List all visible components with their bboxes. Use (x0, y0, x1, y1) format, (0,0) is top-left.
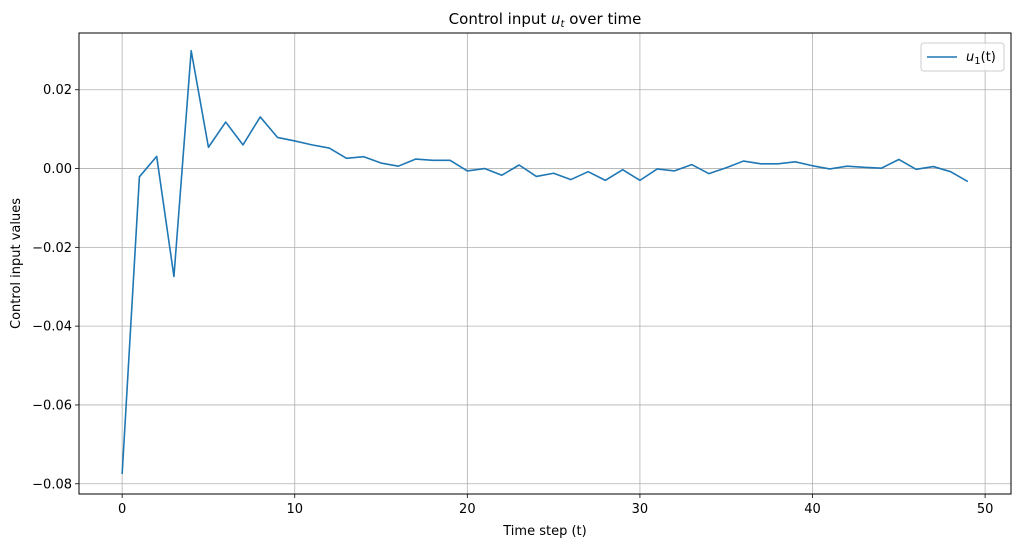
legend-box (920, 42, 1005, 72)
series-line-u1 (121, 49, 969, 474)
y-tick-label: −0.02 (32, 241, 72, 256)
legend-label-variable: u (966, 50, 974, 65)
chart-title-rest: over time (564, 10, 641, 28)
x-tick-label: 20 (459, 502, 476, 517)
y-tick-label: −0.06 (32, 398, 72, 413)
legend-label-rest: (t) (981, 50, 996, 65)
legend: u1(t) (920, 42, 1005, 72)
chart-title-main: Control input (449, 10, 551, 28)
plot-area-frame (78, 32, 1012, 495)
chart-title: Control input ut over time (449, 10, 642, 30)
chart-title-subscript: t (561, 19, 566, 30)
x-axis-label: Time step (t) (502, 524, 586, 539)
legend-label-subscript: 1 (974, 56, 980, 67)
y-tick-label: 0.00 (43, 162, 72, 177)
x-tick-label: 10 (286, 502, 303, 517)
legend-label-u1: u1(t) (966, 50, 996, 67)
y-axis-label: Control input values (9, 198, 24, 329)
x-tick-label: 50 (977, 502, 994, 517)
x-tick-label: 40 (804, 502, 821, 517)
y-tick-label: −0.08 (32, 477, 72, 492)
y-tick-label: 0.02 (43, 83, 72, 98)
ticks: 0 10 20 30 40 50 −0.08 −0.06 −0.04 −0.02 0.00 0.02 (32, 83, 993, 517)
series-layer (121, 49, 969, 474)
y-tick-label: −0.04 (32, 320, 72, 335)
x-tick-label: 30 (632, 502, 649, 517)
x-tick-label: 0 (118, 502, 126, 517)
grid (79, 33, 1011, 494)
chart-title-variable: u (551, 10, 561, 28)
